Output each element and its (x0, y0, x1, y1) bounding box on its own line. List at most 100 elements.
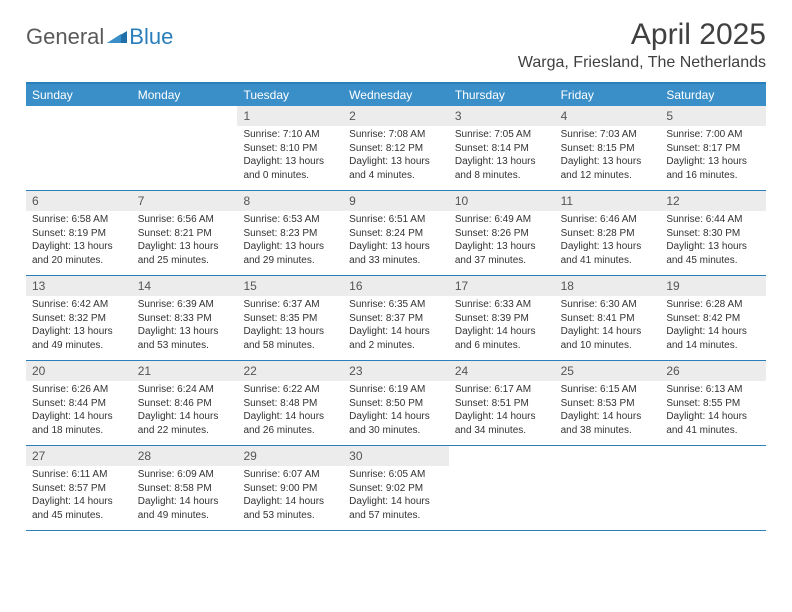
day-number: 28 (132, 446, 238, 466)
sunset-text: Sunset: 8:50 PM (349, 397, 443, 411)
day-number: 3 (449, 106, 555, 126)
sunrise-text: Sunrise: 6:30 AM (561, 298, 655, 312)
calendar-cell: 8Sunrise: 6:53 AMSunset: 8:23 PMDaylight… (237, 191, 343, 275)
calendar-cell: 24Sunrise: 6:17 AMSunset: 8:51 PMDayligh… (449, 361, 555, 445)
calendar-cell: 16Sunrise: 6:35 AMSunset: 8:37 PMDayligh… (343, 276, 449, 360)
sunrise-text: Sunrise: 6:17 AM (455, 383, 549, 397)
sunrise-text: Sunrise: 7:10 AM (243, 128, 337, 142)
sunrise-text: Sunrise: 6:26 AM (32, 383, 126, 397)
calendar-weeks: 1Sunrise: 7:10 AMSunset: 8:10 PMDaylight… (26, 106, 766, 531)
sunrise-text: Sunrise: 6:15 AM (561, 383, 655, 397)
calendar-week-row: 20Sunrise: 6:26 AMSunset: 8:44 PMDayligh… (26, 361, 766, 446)
day-body: Sunrise: 6:51 AMSunset: 8:24 PMDaylight:… (343, 211, 449, 271)
sunset-text: Sunset: 8:26 PM (455, 227, 549, 241)
day-body: Sunrise: 6:24 AMSunset: 8:46 PMDaylight:… (132, 381, 238, 441)
calendar-cell: 9Sunrise: 6:51 AMSunset: 8:24 PMDaylight… (343, 191, 449, 275)
dow-tuesday: Tuesday (237, 84, 343, 106)
calendar-cell: 22Sunrise: 6:22 AMSunset: 8:48 PMDayligh… (237, 361, 343, 445)
day-number: 27 (26, 446, 132, 466)
day-body: Sunrise: 6:22 AMSunset: 8:48 PMDaylight:… (237, 381, 343, 441)
daylight-text: Daylight: 13 hours and 53 minutes. (138, 325, 232, 352)
day-number: 20 (26, 361, 132, 381)
day-number: 16 (343, 276, 449, 296)
day-body: Sunrise: 7:00 AMSunset: 8:17 PMDaylight:… (660, 126, 766, 186)
day-number: 14 (132, 276, 238, 296)
sunset-text: Sunset: 8:39 PM (455, 312, 549, 326)
day-body: Sunrise: 6:26 AMSunset: 8:44 PMDaylight:… (26, 381, 132, 441)
sunset-text: Sunset: 8:55 PM (666, 397, 760, 411)
sunset-text: Sunset: 8:14 PM (455, 142, 549, 156)
sunrise-text: Sunrise: 6:35 AM (349, 298, 443, 312)
sunrise-text: Sunrise: 6:51 AM (349, 213, 443, 227)
day-number: 17 (449, 276, 555, 296)
daylight-text: Daylight: 13 hours and 25 minutes. (138, 240, 232, 267)
logo-text-blue: Blue (129, 24, 173, 50)
daylight-text: Daylight: 14 hours and 45 minutes. (32, 495, 126, 522)
day-number (449, 446, 555, 450)
day-number: 23 (343, 361, 449, 381)
daylight-text: Daylight: 14 hours and 10 minutes. (561, 325, 655, 352)
day-body: Sunrise: 6:07 AMSunset: 9:00 PMDaylight:… (237, 466, 343, 526)
day-body: Sunrise: 6:09 AMSunset: 8:58 PMDaylight:… (132, 466, 238, 526)
calendar-cell: 15Sunrise: 6:37 AMSunset: 8:35 PMDayligh… (237, 276, 343, 360)
daylight-text: Daylight: 13 hours and 20 minutes. (32, 240, 126, 267)
day-number: 24 (449, 361, 555, 381)
calendar-cell: 14Sunrise: 6:39 AMSunset: 8:33 PMDayligh… (132, 276, 238, 360)
sunrise-text: Sunrise: 6:37 AM (243, 298, 337, 312)
calendar-cell: 23Sunrise: 6:19 AMSunset: 8:50 PMDayligh… (343, 361, 449, 445)
dow-monday: Monday (132, 84, 238, 106)
calendar-page: General Blue April 2025 Warga, Friesland… (0, 0, 792, 549)
month-title: April 2025 (518, 18, 766, 52)
day-body: Sunrise: 6:33 AMSunset: 8:39 PMDaylight:… (449, 296, 555, 356)
sunset-text: Sunset: 8:15 PM (561, 142, 655, 156)
daylight-text: Daylight: 14 hours and 22 minutes. (138, 410, 232, 437)
day-body: Sunrise: 6:49 AMSunset: 8:26 PMDaylight:… (449, 211, 555, 271)
dow-wednesday: Wednesday (343, 84, 449, 106)
day-number: 25 (555, 361, 661, 381)
calendar-cell-empty (555, 446, 661, 530)
sunrise-text: Sunrise: 6:39 AM (138, 298, 232, 312)
calendar-cell: 29Sunrise: 6:07 AMSunset: 9:00 PMDayligh… (237, 446, 343, 530)
calendar-cell: 1Sunrise: 7:10 AMSunset: 8:10 PMDaylight… (237, 106, 343, 190)
day-number: 11 (555, 191, 661, 211)
sunrise-text: Sunrise: 6:07 AM (243, 468, 337, 482)
day-body: Sunrise: 6:53 AMSunset: 8:23 PMDaylight:… (237, 211, 343, 271)
daylight-text: Daylight: 13 hours and 16 minutes. (666, 155, 760, 182)
day-number: 5 (660, 106, 766, 126)
sunset-text: Sunset: 8:46 PM (138, 397, 232, 411)
calendar-week-row: 6Sunrise: 6:58 AMSunset: 8:19 PMDaylight… (26, 191, 766, 276)
day-body: Sunrise: 7:10 AMSunset: 8:10 PMDaylight:… (237, 126, 343, 186)
day-number (660, 446, 766, 450)
logo-triangle-icon (107, 27, 127, 48)
calendar-week-row: 13Sunrise: 6:42 AMSunset: 8:32 PMDayligh… (26, 276, 766, 361)
daylight-text: Daylight: 14 hours and 14 minutes. (666, 325, 760, 352)
day-number: 12 (660, 191, 766, 211)
day-number: 9 (343, 191, 449, 211)
calendar-cell: 19Sunrise: 6:28 AMSunset: 8:42 PMDayligh… (660, 276, 766, 360)
daylight-text: Daylight: 14 hours and 34 minutes. (455, 410, 549, 437)
sunset-text: Sunset: 8:58 PM (138, 482, 232, 496)
daylight-text: Daylight: 13 hours and 12 minutes. (561, 155, 655, 182)
daylight-text: Daylight: 13 hours and 29 minutes. (243, 240, 337, 267)
sunrise-text: Sunrise: 6:42 AM (32, 298, 126, 312)
day-body: Sunrise: 6:35 AMSunset: 8:37 PMDaylight:… (343, 296, 449, 356)
daylight-text: Daylight: 13 hours and 45 minutes. (666, 240, 760, 267)
sunrise-text: Sunrise: 6:19 AM (349, 383, 443, 397)
title-block: April 2025 Warga, Friesland, The Netherl… (518, 18, 766, 72)
daylight-text: Daylight: 13 hours and 4 minutes. (349, 155, 443, 182)
calendar-cell: 28Sunrise: 6:09 AMSunset: 8:58 PMDayligh… (132, 446, 238, 530)
calendar-cell: 7 Sunrise: 6:56 AMSunset: 8:21 PMDaylight… (132, 191, 238, 275)
day-number: 7 (132, 191, 238, 211)
sunrise-text: Sunrise: 6:56 AM (138, 213, 232, 227)
dow-thursday: Thursday (449, 84, 555, 106)
sunset-text: Sunset: 8:21 PM (138, 227, 232, 241)
sunset-text: Sunset: 8:17 PM (666, 142, 760, 156)
day-number: 15 (237, 276, 343, 296)
calendar-cell: 20Sunrise: 6:26 AMSunset: 8:44 PMDayligh… (26, 361, 132, 445)
sunrise-text: Sunrise: 6:11 AM (32, 468, 126, 482)
sunset-text: Sunset: 8:30 PM (666, 227, 760, 241)
sunrise-text: Sunrise: 6:58 AM (32, 213, 126, 227)
daylight-text: Daylight: 14 hours and 26 minutes. (243, 410, 337, 437)
day-body: Sunrise: 6:17 AMSunset: 8:51 PMDaylight:… (449, 381, 555, 441)
sunrise-text: Sunrise: 7:08 AM (349, 128, 443, 142)
